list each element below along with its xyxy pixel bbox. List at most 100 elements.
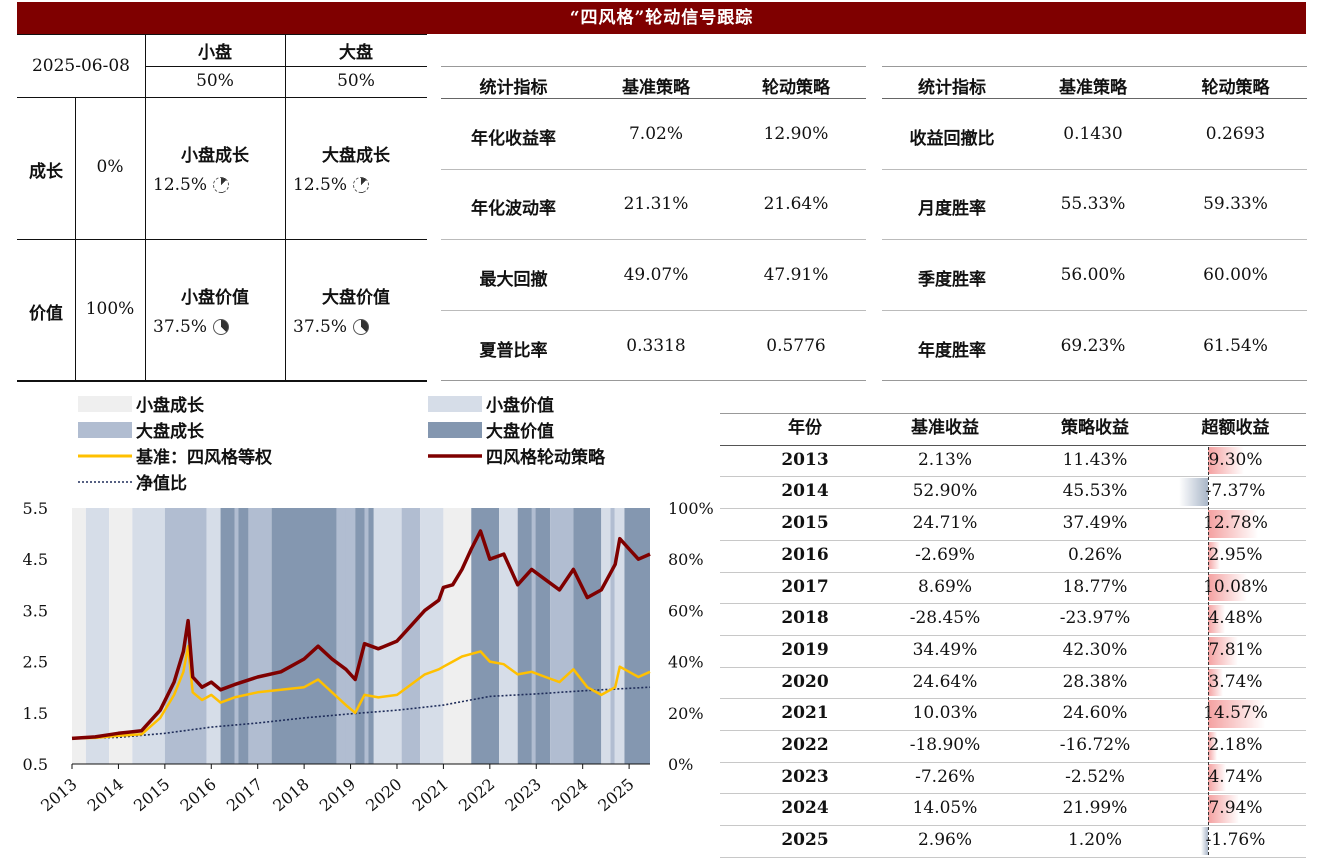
x-tick-label: 2021: [409, 775, 452, 816]
divider: [720, 508, 1306, 510]
y-tick-label: 0.5: [23, 755, 48, 774]
annual-value: 3.74%: [1208, 671, 1263, 692]
annual-value: 10.03%: [912, 703, 978, 724]
stats-value: 69.23%: [1060, 336, 1126, 356]
y-tick-label: 2.5: [23, 653, 48, 672]
excess-bar: [1208, 573, 1248, 602]
annual-value: -7.26%: [915, 766, 975, 787]
legend-label: 四风格轮动策略: [486, 447, 606, 468]
x-tick-label: 2019: [316, 775, 359, 816]
legend-label: 基准：四风格等权: [135, 447, 273, 468]
row-weight-value: 100%: [85, 299, 135, 319]
series-line: [71, 686, 651, 740]
stats-header: 基准策略: [1059, 78, 1127, 98]
row-header-growth: 成长: [29, 162, 63, 182]
row-header-value: 价值: [29, 304, 63, 324]
divider: [17, 34, 427, 35]
nav-chart: 5.5 4.5 3.5 2.5 1.5 0.5 100% 80% 60% 40% 20% 0% 2013…: [0, 388, 720, 858]
y2-tick-label: 60%: [668, 601, 704, 620]
excess-bar: [1179, 478, 1208, 507]
cell-small-value-name: 小盘价值: [181, 288, 249, 308]
divider: [720, 825, 1306, 827]
divider: [285, 34, 286, 381]
legend-swatch: [78, 422, 132, 438]
style-band: [85, 508, 110, 764]
series-line: [71, 644, 651, 740]
style-band: [499, 508, 518, 764]
y-tick-label: 4.5: [23, 550, 48, 569]
stats-label: 月度胜率: [918, 199, 986, 219]
legend-swatch: [78, 396, 132, 412]
stats-value: 49.07%: [623, 265, 689, 285]
stats-label: 季度胜率: [918, 270, 986, 290]
divider: [441, 98, 866, 99]
style-band: [206, 508, 221, 764]
annual-value: 1.20%: [1067, 830, 1122, 851]
annual-year: 2020: [781, 671, 829, 692]
stats-header: 统计指标: [918, 78, 986, 98]
annual-value: 28.38%: [1062, 671, 1128, 692]
annual-year: 2022: [781, 735, 829, 755]
annual-year: 2018: [781, 608, 829, 629]
stats-value: 55.33%: [1060, 194, 1126, 214]
x-tick-label: 2016: [176, 775, 219, 816]
annual-value: 14.57%: [1203, 703, 1268, 724]
x-tick-label: 2022: [455, 775, 498, 816]
annual-value: 10.08%: [1203, 576, 1268, 597]
annual-year: 2015: [781, 513, 829, 534]
y2-tick-label: 0%: [668, 755, 693, 774]
stats-label: 夏普比率: [479, 341, 548, 361]
annual-value: 24.64%: [912, 671, 978, 692]
stats-label: 年化收益率: [471, 129, 556, 149]
stats-header: 统计指标: [479, 78, 548, 98]
annual-value: 24.60%: [1062, 703, 1128, 724]
legend-label: 大盘价值: [486, 421, 554, 442]
legend-label: 小盘价值: [486, 395, 554, 416]
style-band: [443, 508, 472, 764]
cell-large-growth-weight: 12.5%: [293, 175, 370, 195]
divider: [17, 380, 427, 382]
divider: [75, 97, 76, 381]
y2-tick-label: 80%: [668, 550, 704, 569]
annual-year: 2024: [781, 798, 829, 819]
stats-label: 年化波动率: [471, 199, 556, 219]
excess-bar: [1208, 668, 1223, 697]
legend-label: 大盘成长: [136, 421, 205, 442]
annual-returns-table: 年份 基准收益 策略收益 超额收益 2013 2.13% 11.43% 9.30% 2014 52…: [720, 413, 1306, 858]
annual-value: 2.13%: [917, 449, 972, 470]
cell-small-growth-weight: 12.5%: [153, 175, 230, 195]
annual-value: -7.37%: [1205, 481, 1266, 502]
divider: [441, 239, 866, 240]
annual-value: 0.26%: [1067, 544, 1122, 565]
excess-bar: [1208, 446, 1245, 475]
style-band: [531, 508, 536, 764]
style-band: [262, 508, 267, 764]
style-band: [234, 508, 239, 764]
col-weight-small: 50%: [196, 71, 234, 91]
divider: [720, 666, 1306, 668]
x-tick-label: 2024: [548, 775, 591, 816]
divider: [441, 66, 866, 67]
divider: [17, 239, 427, 240]
annual-header: 策略收益: [1061, 418, 1129, 438]
stats-value: 12.90%: [763, 124, 829, 144]
style-band: [364, 508, 369, 764]
divider: [720, 730, 1306, 731]
stats-label: 收益回撤比: [909, 129, 995, 149]
style-band: [72, 508, 86, 764]
excess-bar: [1208, 795, 1239, 824]
series-line: [71, 529, 651, 741]
divider: [441, 310, 866, 311]
y2-tick-label: 100%: [668, 499, 714, 518]
excess-bar: [1208, 541, 1220, 570]
pie-icon: [213, 177, 230, 193]
cell-large-value-weight: 37.5%: [293, 317, 370, 337]
divider: [441, 380, 866, 381]
legend-swatch: [428, 396, 482, 412]
annual-value: 9.30%: [1208, 449, 1263, 470]
divider: [441, 169, 866, 170]
annual-value: -2.69%: [915, 544, 975, 565]
divider: [720, 444, 1306, 446]
annual-year: 2021: [781, 703, 829, 724]
annual-year: 2013: [781, 449, 829, 470]
